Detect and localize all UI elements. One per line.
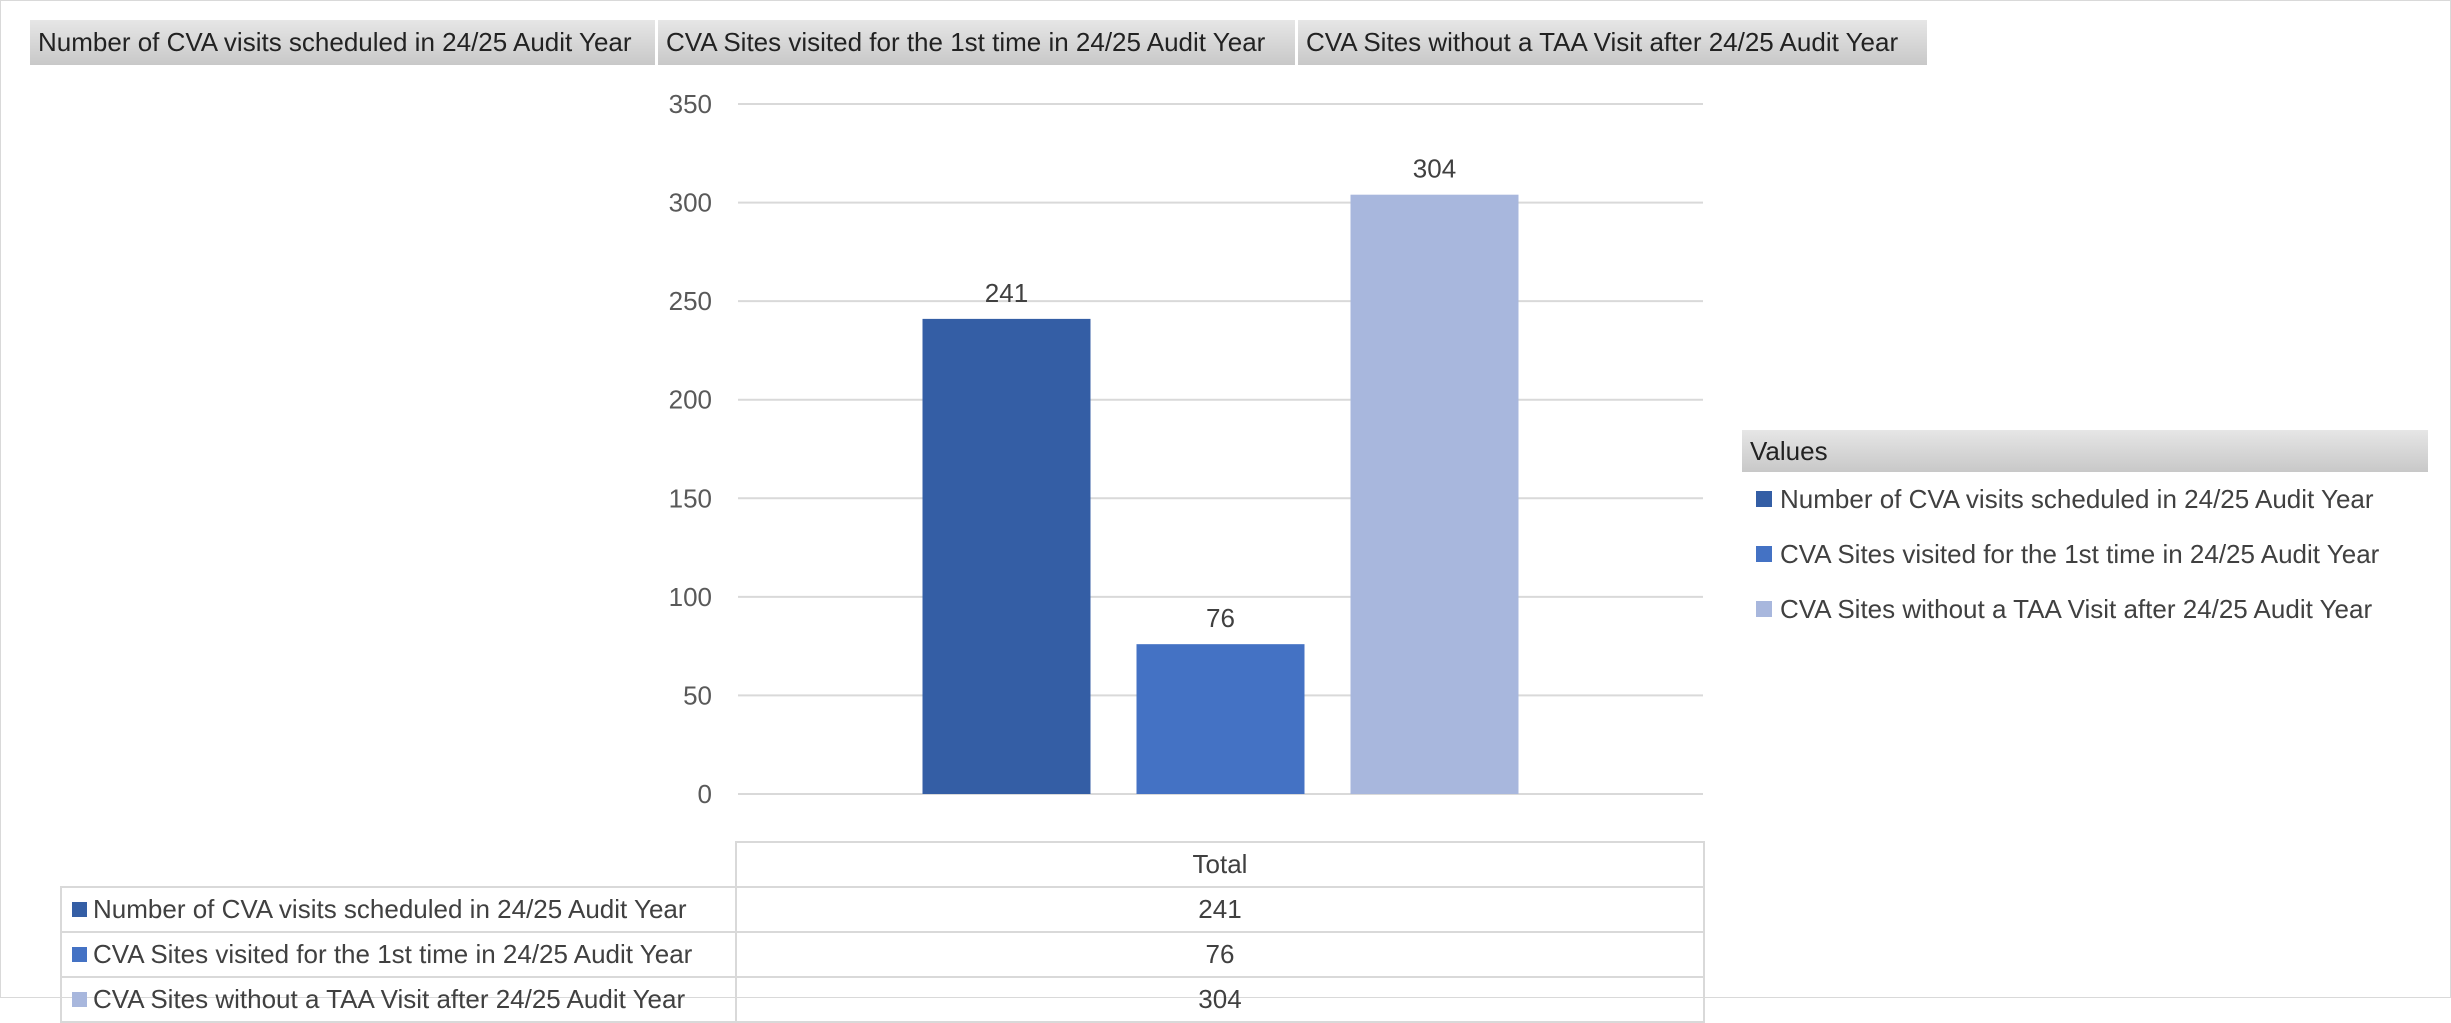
data-table-value: 76 bbox=[735, 931, 1705, 978]
legend-item-first-visit[interactable]: CVA Sites visited for the 1st time in 24… bbox=[1742, 527, 2428, 582]
y-tick-label: 350 bbox=[669, 89, 712, 119]
data-table-label-text: CVA Sites without a TAA Visit after 24/2… bbox=[93, 984, 686, 1014]
data-table-swatch bbox=[72, 991, 87, 1007]
y-tick-label: 200 bbox=[669, 385, 712, 415]
field-button-without-taa[interactable]: CVA Sites without a TAA Visit after 24/2… bbox=[1298, 20, 1928, 65]
chart-plot-area: 0 50 100 150 200 250 300 350 241 76 304 bbox=[669, 89, 1703, 809]
legend: Values Number of CVA visits scheduled in… bbox=[1742, 430, 2428, 637]
field-button-first-visit[interactable]: CVA Sites visited for the 1st time in 24… bbox=[658, 20, 1296, 65]
field-button-scheduled[interactable]: Number of CVA visits scheduled in 24/25 … bbox=[30, 20, 656, 65]
data-table-header: Total bbox=[735, 841, 1705, 888]
bar bbox=[1136, 644, 1305, 794]
legend-swatch-without-taa bbox=[1756, 601, 1772, 618]
legend-label: CVA Sites without a TAA Visit after 24/2… bbox=[1780, 594, 2373, 624]
data-table-row: Total bbox=[61, 841, 1705, 888]
data-table-label: CVA Sites visited for the 1st time in 24… bbox=[60, 931, 737, 978]
data-table-label-text: Number of CVA visits scheduled in 24/25 … bbox=[93, 894, 687, 924]
legend-item-scheduled[interactable]: Number of CVA visits scheduled in 24/25 … bbox=[1742, 472, 2428, 527]
data-label: 76 bbox=[1206, 603, 1235, 633]
data-table-label: Number of CVA visits scheduled in 24/25 … bbox=[60, 886, 737, 933]
data-table-swatch bbox=[72, 901, 87, 917]
data-table-row: Number of CVA visits scheduled in 24/25 … bbox=[60, 886, 1705, 933]
data-table-label-text: CVA Sites visited for the 1st time in 24… bbox=[93, 939, 693, 969]
data-table: Total Number of CVA visits scheduled in … bbox=[60, 841, 1705, 1023]
y-tick-label: 50 bbox=[683, 680, 712, 710]
legend-label: CVA Sites visited for the 1st time in 24… bbox=[1780, 539, 2380, 569]
bar bbox=[922, 318, 1091, 794]
y-tick-label: 150 bbox=[669, 483, 712, 513]
y-tick-label: 100 bbox=[669, 582, 712, 612]
data-table-corner bbox=[61, 842, 736, 887]
data-table-value: 241 bbox=[735, 886, 1705, 933]
legend-label: Number of CVA visits scheduled in 24/25 … bbox=[1780, 484, 2374, 514]
y-tick-label: 300 bbox=[669, 188, 712, 218]
data-table-swatch bbox=[72, 946, 87, 962]
data-table-row: CVA Sites without a TAA Visit after 24/2… bbox=[60, 976, 1705, 1023]
data-label: 304 bbox=[1413, 154, 1456, 184]
data-table-value: 304 bbox=[735, 976, 1705, 1023]
legend-title[interactable]: Values bbox=[1742, 430, 2428, 472]
data-table-row: CVA Sites visited for the 1st time in 24… bbox=[60, 931, 1705, 978]
data-label: 241 bbox=[985, 278, 1028, 308]
legend-swatch-scheduled bbox=[1756, 491, 1772, 508]
bar bbox=[1350, 194, 1519, 794]
legend-swatch-first-visit bbox=[1756, 546, 1772, 563]
legend-item-without-taa[interactable]: CVA Sites without a TAA Visit after 24/2… bbox=[1742, 582, 2428, 637]
data-table-label: CVA Sites without a TAA Visit after 24/2… bbox=[60, 976, 737, 1023]
y-tick-label: 0 bbox=[698, 779, 712, 809]
y-tick-label: 250 bbox=[669, 286, 712, 316]
